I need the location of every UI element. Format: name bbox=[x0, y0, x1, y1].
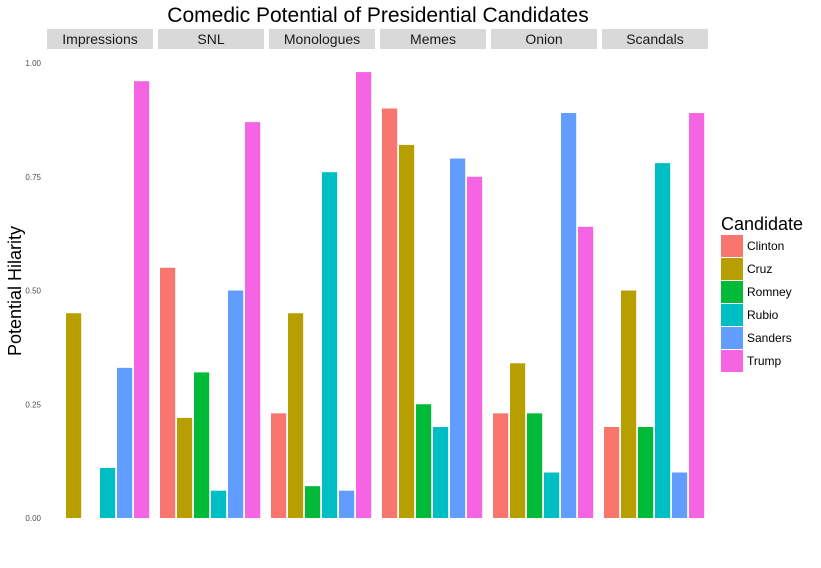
legend-item: Sanders bbox=[721, 327, 792, 349]
legend-label: Rubio bbox=[747, 308, 779, 322]
y-axis-label: Potential Hilarity bbox=[5, 226, 25, 356]
facet-panel: Onion bbox=[491, 29, 597, 519]
legend-item: Romney bbox=[721, 281, 792, 303]
facet-strip bbox=[269, 29, 375, 49]
bar bbox=[450, 158, 466, 519]
bar bbox=[416, 404, 432, 518]
bar bbox=[271, 413, 287, 518]
facet-strip-label: Impressions bbox=[62, 31, 137, 47]
facet-strip-label: SNL bbox=[197, 31, 224, 47]
bar bbox=[288, 313, 304, 518]
y-tick-label: 0.00 bbox=[25, 514, 41, 523]
facet-strip-label: Memes bbox=[410, 31, 456, 47]
bar bbox=[305, 486, 321, 518]
bar bbox=[399, 144, 415, 518]
bar bbox=[339, 490, 355, 518]
legend-item: Trump bbox=[721, 350, 782, 372]
y-tick-label: 1.00 bbox=[25, 59, 41, 68]
facet-strip bbox=[47, 29, 153, 49]
legend-label: Romney bbox=[747, 285, 792, 299]
bar bbox=[578, 226, 594, 519]
legend: Candidate Clinton Cruz Romney Rubio Sanders T… bbox=[721, 214, 803, 372]
bar bbox=[638, 427, 654, 518]
bar bbox=[467, 176, 483, 518]
bar bbox=[655, 163, 671, 518]
facet-panel: SNL bbox=[158, 29, 264, 519]
bar bbox=[194, 372, 210, 518]
facet-panel: Monologues bbox=[269, 29, 375, 518]
bar bbox=[100, 467, 116, 518]
legend-item: Clinton bbox=[721, 235, 784, 257]
legend-swatch bbox=[721, 235, 743, 257]
legend-swatch bbox=[721, 304, 743, 326]
y-tick-label: 0.25 bbox=[25, 400, 41, 409]
legend-swatch bbox=[721, 350, 743, 372]
facet-strip bbox=[158, 29, 264, 49]
facet-strip bbox=[380, 29, 486, 49]
legend-label: Sanders bbox=[747, 331, 792, 345]
facet-strip bbox=[491, 29, 597, 49]
bar bbox=[228, 290, 244, 518]
bar bbox=[160, 267, 176, 518]
bar bbox=[433, 427, 449, 518]
bar bbox=[689, 113, 705, 519]
bar bbox=[245, 122, 261, 519]
bar bbox=[621, 290, 637, 518]
bar bbox=[211, 490, 227, 518]
legend-label: Clinton bbox=[747, 239, 784, 253]
bar bbox=[672, 472, 688, 518]
legend-swatch bbox=[721, 327, 743, 349]
bar bbox=[66, 313, 82, 518]
facet-strip bbox=[602, 29, 708, 49]
y-axis: 0.00 0.25 0.50 0.75 1.00 bbox=[25, 59, 41, 523]
bar bbox=[604, 427, 620, 518]
facet-panels: Impressions SNL Monologues Memes Onion Scanda… bbox=[47, 29, 708, 519]
facet-panel: Scandals bbox=[602, 29, 708, 519]
legend-swatch bbox=[721, 281, 743, 303]
chart-title: Comedic Potential of Presidential Candid… bbox=[167, 4, 588, 27]
legend-item: Rubio bbox=[721, 304, 779, 326]
bar bbox=[544, 472, 560, 518]
bar bbox=[510, 363, 526, 518]
facet-panel: Memes bbox=[380, 29, 486, 519]
facet-strip-label: Monologues bbox=[284, 31, 360, 47]
y-tick-label: 0.75 bbox=[25, 173, 41, 182]
legend-label: Cruz bbox=[747, 262, 772, 276]
bar bbox=[561, 113, 577, 519]
legend-item: Cruz bbox=[721, 258, 772, 280]
facet-strip-label: Onion bbox=[525, 31, 562, 47]
y-tick-label: 0.50 bbox=[25, 287, 41, 296]
bar bbox=[117, 367, 133, 518]
bar bbox=[527, 413, 543, 518]
legend-swatch bbox=[721, 258, 743, 280]
bar bbox=[322, 172, 338, 518]
bar bbox=[134, 81, 150, 518]
legend-label: Trump bbox=[747, 354, 782, 368]
bar bbox=[177, 417, 193, 518]
legend-title: Candidate bbox=[721, 214, 803, 234]
bar bbox=[493, 413, 509, 518]
bar bbox=[382, 108, 398, 518]
facet-panel: Impressions bbox=[47, 29, 153, 518]
bar bbox=[356, 72, 372, 518]
facet-strip-label: Scandals bbox=[626, 31, 684, 47]
